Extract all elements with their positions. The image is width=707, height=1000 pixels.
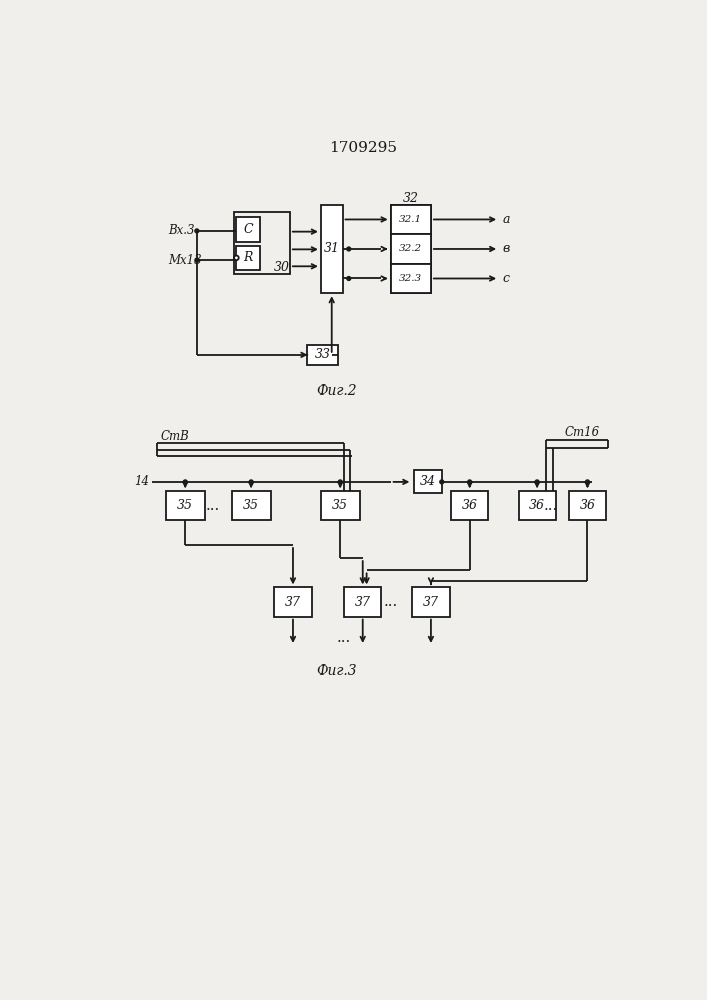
Text: 36: 36 <box>580 499 595 512</box>
Text: 32: 32 <box>403 192 419 205</box>
Circle shape <box>183 480 187 484</box>
Bar <box>391 205 431 234</box>
Text: 34: 34 <box>420 475 436 488</box>
Text: 32.3: 32.3 <box>399 274 422 283</box>
Text: 33: 33 <box>315 348 330 361</box>
Text: Фиг.2: Фиг.2 <box>316 384 357 398</box>
Bar <box>236 217 259 242</box>
Circle shape <box>585 480 590 484</box>
Text: 14: 14 <box>134 475 149 488</box>
Text: 1709295: 1709295 <box>329 141 397 155</box>
Circle shape <box>347 247 351 251</box>
Text: 31: 31 <box>324 242 340 255</box>
Circle shape <box>195 258 199 262</box>
Text: ...: ... <box>337 631 351 645</box>
Text: 37: 37 <box>285 596 301 609</box>
Bar <box>307 345 338 365</box>
Text: R: R <box>243 251 252 264</box>
Circle shape <box>249 480 253 484</box>
Bar <box>451 491 489 520</box>
Bar <box>166 491 204 520</box>
Bar <box>321 491 360 520</box>
Text: СтВ: СтВ <box>160 430 189 443</box>
Circle shape <box>468 480 472 484</box>
Text: 35: 35 <box>332 499 349 512</box>
Text: Ст16: Ст16 <box>565 426 600 439</box>
Text: ...: ... <box>205 499 219 513</box>
Text: 32.2: 32.2 <box>399 244 422 253</box>
Text: с: с <box>502 272 509 285</box>
Bar <box>391 205 431 293</box>
Text: Фиг.3: Фиг.3 <box>316 664 357 678</box>
Text: 30: 30 <box>274 261 290 274</box>
Text: ...: ... <box>383 595 398 609</box>
Text: 37: 37 <box>423 596 439 609</box>
Circle shape <box>347 277 351 280</box>
Circle shape <box>234 256 239 260</box>
Circle shape <box>440 480 444 484</box>
Bar <box>412 587 450 617</box>
Text: ...: ... <box>543 499 557 513</box>
Bar <box>518 491 556 520</box>
Text: 35: 35 <box>243 499 259 512</box>
Bar <box>344 587 381 617</box>
Text: Вх.3: Вх.3 <box>168 224 194 237</box>
Text: в: в <box>502 242 510 255</box>
Bar <box>236 246 259 270</box>
Circle shape <box>339 480 342 484</box>
Text: C: C <box>243 223 253 236</box>
Text: 36: 36 <box>462 499 478 512</box>
Bar <box>234 212 290 274</box>
Bar <box>391 234 431 264</box>
Bar <box>569 491 606 520</box>
Bar <box>391 264 431 293</box>
Bar <box>274 587 312 617</box>
Bar <box>321 205 343 293</box>
Text: 36: 36 <box>529 499 545 512</box>
Text: 37: 37 <box>355 596 370 609</box>
Text: 32.1: 32.1 <box>399 215 422 224</box>
Text: Мх13: Мх13 <box>168 254 201 267</box>
Text: 35: 35 <box>177 499 193 512</box>
Text: a: a <box>502 213 510 226</box>
Circle shape <box>535 480 539 484</box>
Bar <box>414 470 442 493</box>
Circle shape <box>195 229 199 233</box>
Bar <box>232 491 271 520</box>
